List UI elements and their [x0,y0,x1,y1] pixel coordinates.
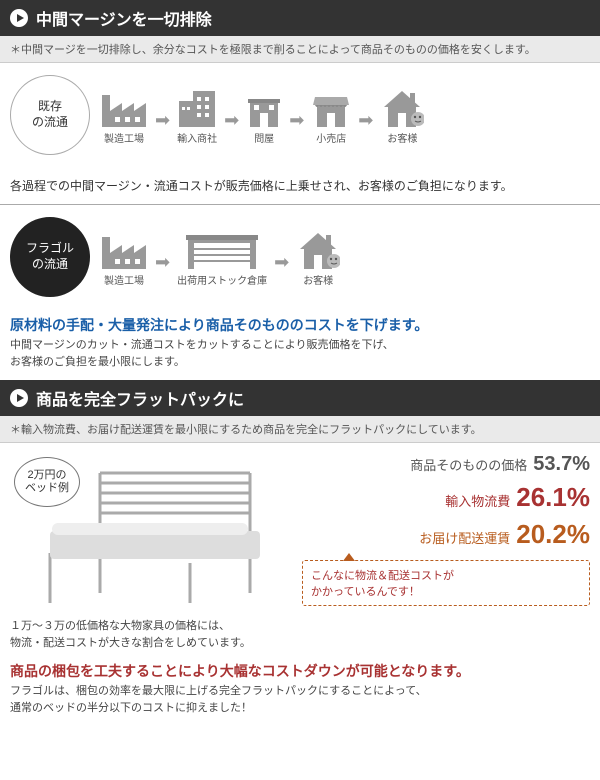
cost-label: 輸入物流費 [445,494,510,509]
section2-top: 2万円の ベッド例 商品そのものの価格 53.7% 輸入物流費 26.1% お届け配送運… [0,443,600,616]
flow-label: 製造工場 [100,272,148,287]
arrow-right-icon: ➡ [224,110,239,131]
cost-value: 53.7% [533,453,590,475]
section1-subnote: ＊中間マージを一切排除し、余分なコストを極限まで削ることによって商品そのものの価… [0,36,600,63]
section2-header: 商品を完全フラットパックに [0,380,600,416]
shop-icon [311,85,351,127]
bed-label: 2万円の ベッド例 [14,457,80,507]
section1-body: 中間マージンのカット・流通コストをカットすることにより販売価格を下げ、 お客様の… [0,335,600,380]
flow-label: 製造工場 [100,130,148,145]
flow1-caption: 各過程での中間マージン・流通コストが販売価格に上乗せされ、お客様のご負担になりま… [0,173,600,204]
warehouse-icon [177,227,267,269]
flow-node: 製造工場 [100,85,148,145]
cost-row: お届け配送運賃 20.2% [302,519,590,550]
flow2-badge: フラゴル の流通 [10,217,90,297]
flow-label: 小売店 [311,130,351,145]
factory-icon [100,227,148,269]
price-note: １万～３万の低価格な大物家具の価格には、 物流・配送コストが大きな割合をしめてい… [0,616,600,661]
flow-node: 輸入商社 [177,85,217,145]
section2-subnote: ＊輸入物流費、お届け配送運賃を最小限にするため商品を完全にフラットパックにしてい… [0,416,600,443]
cost-value: 26.1% [516,482,590,512]
flow1-chain: 製造工場 ➡ 輸入商社 ➡ 問屋 ➡ 小売店 ➡ お客様 [100,85,590,145]
cost-row: 商品そのものの価格 53.7% [302,453,590,476]
flow-label: 問屋 [246,130,282,145]
callout: こんなに物流＆配送コストが かかっているんです！ [302,560,590,606]
section2-body: フラゴルは、梱包の効率を最大限に上げる完全フラットパックにすることによって、 通… [0,681,600,726]
house-icon [380,85,424,127]
arrow-right-icon: ➡ [358,110,373,131]
flow-node: 出荷用ストック倉庫 [177,227,267,287]
factory-icon [100,85,148,127]
flow-label: お客様 [296,272,340,287]
flow-node: お客様 [296,227,340,287]
flow-label: お客様 [380,130,424,145]
cost-label: お届け配送運賃 [419,531,510,546]
arrow-right-icon [10,9,28,27]
arrow-right-icon: ➡ [289,110,304,131]
flow-node: 問屋 [246,85,282,145]
house-icon [296,227,340,269]
flow1-badge: 既存 の流通 [10,75,90,155]
flow-node: お客様 [380,85,424,145]
flow-node: 製造工場 [100,227,148,287]
flow2-block: フラゴル の流通 製造工場 ➡ 出荷用ストック倉庫 ➡ お客様 [0,205,600,315]
cost-column: 商品そのものの価格 53.7% 輸入物流費 26.1% お届け配送運賃 20.2% こんな… [302,453,590,606]
flow-label: 輸入商社 [177,130,217,145]
cost-value: 20.2% [516,519,590,549]
arrow-right-icon: ➡ [274,252,289,273]
red-heading: 商品の梱包を工夫することにより大幅なコストダウンが可能となります。 [0,661,600,681]
section2-title: 商品を完全フラットパックに [36,386,244,410]
cost-label: 商品そのものの価格 [410,458,527,473]
arrow-right-icon: ➡ [155,110,170,131]
blue-heading: 原材料の手配・大量発注により商品そのもののコストを下げます。 [0,315,600,335]
section1-header: 中間マージンを一切排除 [0,0,600,36]
flow2-chain: 製造工場 ➡ 出荷用ストック倉庫 ➡ お客様 [100,227,590,287]
flow-label: 出荷用ストック倉庫 [177,272,267,287]
cost-row: 輸入物流費 26.1% [302,482,590,513]
bed-column: 2万円の ベッド例 [10,453,290,606]
arrow-right-icon: ➡ [155,252,170,273]
building-icon [177,85,217,127]
section1-title: 中間マージンを一切排除 [36,6,212,30]
arrow-right-icon [10,389,28,407]
flow1-block: 既存 の流通 製造工場 ➡ 輸入商社 ➡ 問屋 ➡ 小売店 ➡ お客様 [0,63,600,173]
flow-node: 小売店 [311,85,351,145]
wholesale-icon [246,85,282,127]
